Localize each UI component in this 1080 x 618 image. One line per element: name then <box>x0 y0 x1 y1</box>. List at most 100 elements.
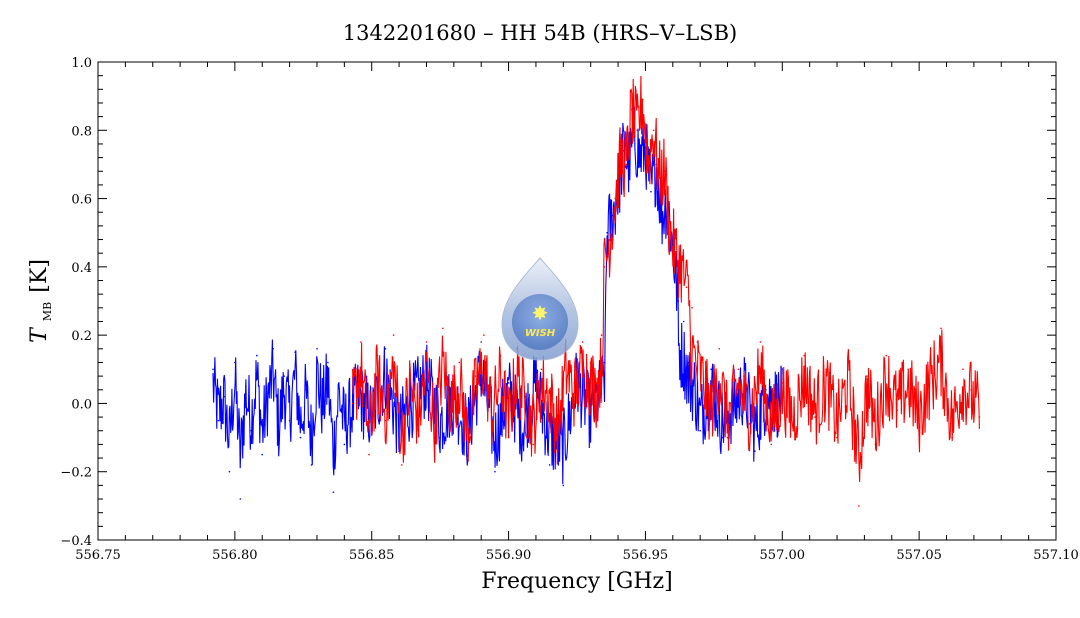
series-1-point <box>978 416 981 418</box>
series-1-point <box>532 443 534 446</box>
y-axis-label-unit: [K] <box>27 259 52 293</box>
series-layer <box>212 75 981 507</box>
x-tick-label: 556.90 <box>486 548 532 563</box>
series-1-point <box>685 286 688 289</box>
series-0-point <box>327 361 329 364</box>
series-line-1 <box>352 75 980 483</box>
series-1-point <box>384 419 387 422</box>
series-0-point <box>677 300 680 302</box>
series-1-point <box>718 348 721 350</box>
series-0-point <box>606 231 608 234</box>
series-0-point <box>480 341 483 343</box>
series-1-point <box>442 327 444 330</box>
series-1-point <box>951 436 953 439</box>
series-1-point <box>726 436 729 439</box>
series-0-point <box>234 361 236 364</box>
series-1-point <box>614 197 617 200</box>
series-0-point <box>732 409 734 412</box>
x-tick-label: 556.80 <box>212 548 258 563</box>
series-1-point <box>641 98 644 101</box>
series-1-point <box>737 368 740 371</box>
series-0-point <box>321 409 324 412</box>
series-1-point <box>360 341 362 343</box>
series-0-point <box>277 443 280 446</box>
series-1-point <box>603 266 606 268</box>
series-1-point <box>669 231 671 234</box>
series-0-point <box>548 464 551 466</box>
series-0-point <box>754 450 756 453</box>
x-tick-label: 557.10 <box>1033 548 1079 563</box>
series-1-point <box>433 443 436 446</box>
series-1-point <box>907 368 909 371</box>
series-1-point <box>874 443 877 446</box>
series-0-point <box>343 443 346 446</box>
series-1-point <box>620 156 622 159</box>
series-1-point <box>589 361 592 364</box>
y-tick-label: 0.6 <box>71 193 92 208</box>
series-1-point <box>401 464 403 466</box>
series-0-point <box>693 375 696 377</box>
y-axis-label: T MB [K] <box>27 259 54 343</box>
wish-logo-text: WISH <box>525 328 556 339</box>
series-0-point <box>710 368 712 371</box>
series-1-point <box>450 409 452 412</box>
series-0-point <box>212 368 214 371</box>
series-0-point <box>661 214 663 217</box>
series-1-point <box>652 129 655 132</box>
series-1-point <box>573 382 576 384</box>
y-axis-label-main: T <box>27 326 52 343</box>
series-1-point <box>658 177 660 179</box>
series-0-point <box>562 484 565 487</box>
series-0-point <box>332 491 335 494</box>
series-0-point <box>338 382 340 384</box>
wish-logo: ✸ WISH <box>501 257 579 361</box>
series-1-point <box>696 341 699 343</box>
series-0-point <box>245 385 247 388</box>
series-1-point <box>351 402 354 405</box>
series-0-point <box>266 392 269 395</box>
series-0-point <box>228 470 231 473</box>
series-0-point <box>294 351 296 354</box>
series-1-point <box>636 129 638 132</box>
series-0-point <box>217 419 220 422</box>
series-1-point <box>847 361 849 364</box>
series-1-point <box>896 409 898 412</box>
wish-orb <box>512 294 568 350</box>
series-0-point <box>721 436 723 439</box>
series-1-point <box>548 389 551 391</box>
y-tick-label: −0.2 <box>60 466 92 481</box>
x-tick-label: 557.05 <box>896 548 942 563</box>
series-1-point <box>376 354 379 357</box>
series-1-point <box>885 354 888 357</box>
y-tick-label: −0.4 <box>60 534 92 549</box>
series-1-point <box>499 354 502 357</box>
series-1-point <box>581 341 584 343</box>
series-0-point <box>384 348 387 350</box>
series-1-point <box>417 429 420 432</box>
series-0-point <box>283 375 285 377</box>
series-1-point <box>474 375 477 377</box>
series-0-point <box>535 368 537 371</box>
series-0-point <box>250 429 253 432</box>
series-1-point <box>803 354 805 357</box>
series-1-point <box>392 334 395 336</box>
series-0-point <box>639 156 641 159</box>
series-1-point <box>647 163 649 166</box>
series-1-point <box>458 361 461 364</box>
series-1-point <box>770 443 773 446</box>
y-tick-label: 1.0 <box>71 56 92 71</box>
series-1-point <box>962 368 964 371</box>
series-1-point <box>491 423 493 425</box>
series-1-point <box>663 170 666 173</box>
series-1-point <box>466 457 469 459</box>
series-0-point <box>223 395 225 398</box>
plot-frame <box>97 61 1057 541</box>
series-1-point <box>691 307 693 309</box>
series-0-point <box>239 498 242 500</box>
series-0-point <box>288 419 291 422</box>
axis-ticks: 556.75 556.80 556.85 556.90 556.95 557.00 557.… <box>60 56 1078 563</box>
series-0-point <box>688 361 690 364</box>
series-1-point <box>836 436 838 439</box>
series-1-point <box>368 453 370 456</box>
y-tick-label: 0.4 <box>71 261 92 276</box>
